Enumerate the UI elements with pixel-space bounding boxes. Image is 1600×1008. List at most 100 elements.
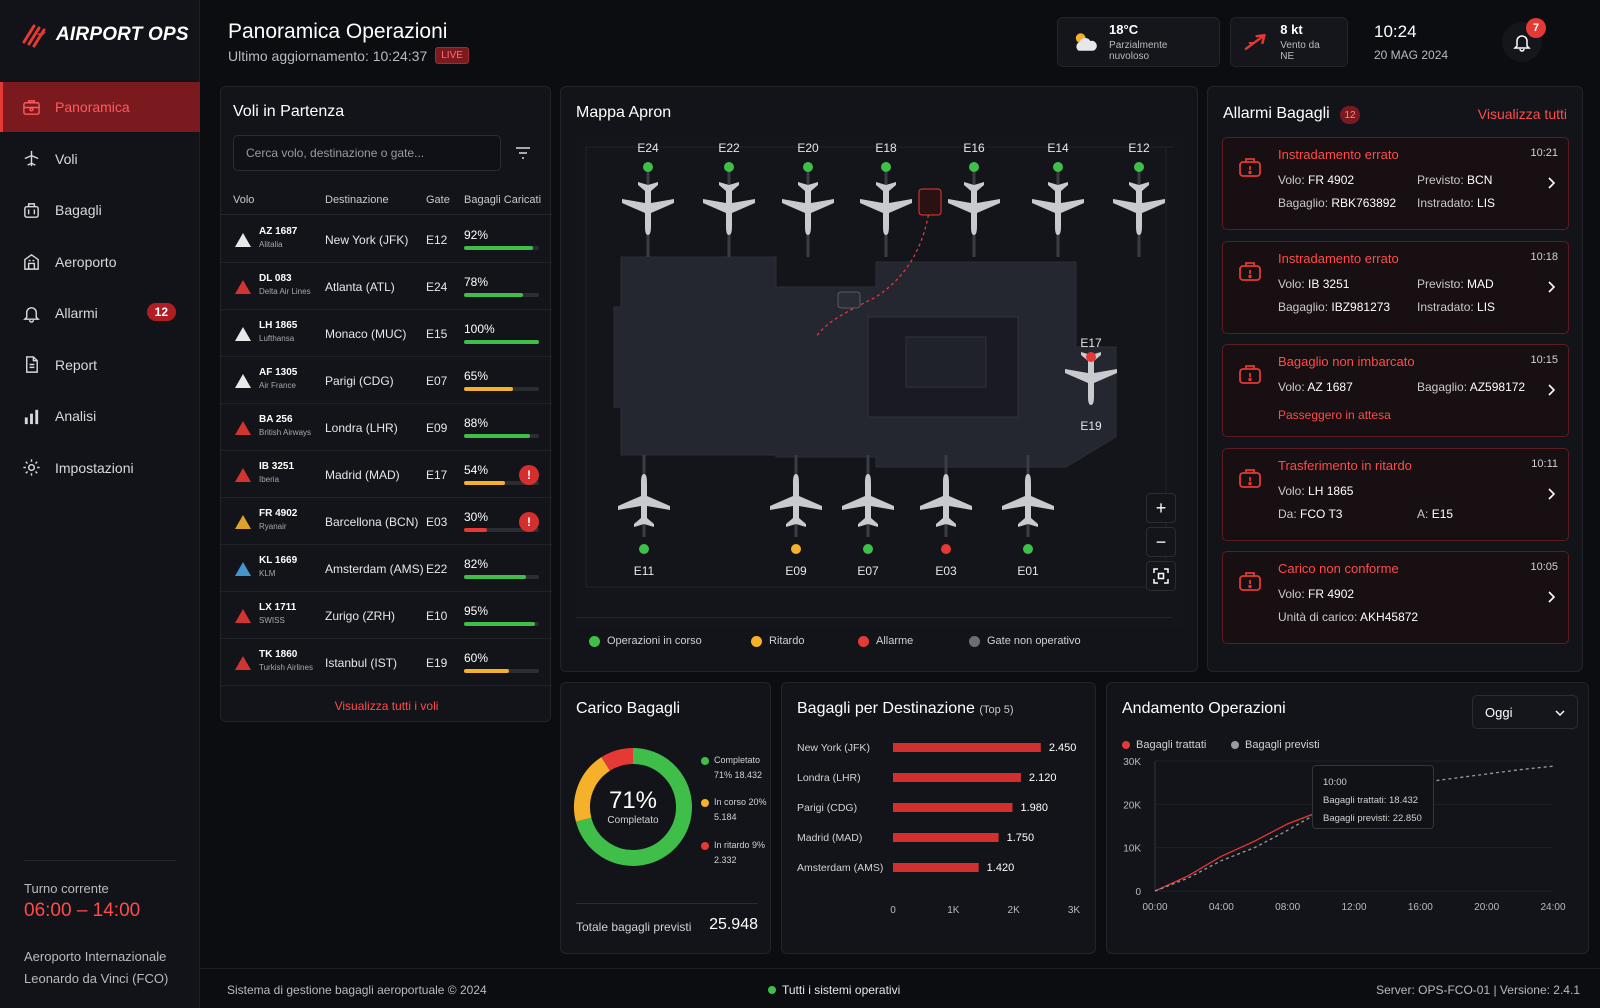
alert-card[interactable]: Instradamento errato 10:21 Volo: FR 4902 Pr…	[1222, 137, 1569, 230]
sidebar-item-analisi[interactable]: Analisi	[0, 391, 200, 441]
table-row[interactable]: LH 1865 Lufthansa Monaco (MUC) E15 100%	[221, 309, 552, 357]
aircraft[interactable]	[948, 182, 1000, 235]
aircraft[interactable]	[770, 474, 822, 527]
aircraft[interactable]	[618, 474, 670, 527]
legend-label: Completato	[714, 755, 761, 765]
zoom-out-button[interactable]: −	[1146, 527, 1176, 557]
alert-time: 10:21	[1530, 147, 1558, 159]
gate-label: E22	[718, 141, 740, 155]
building-icon	[24, 253, 39, 270]
gear-icon	[23, 459, 40, 476]
aircraft[interactable]	[842, 474, 894, 527]
weather-temp: 18°C	[1109, 22, 1139, 37]
flight-search-input[interactable]	[246, 146, 486, 160]
aircraft[interactable]	[1002, 474, 1054, 527]
period-select[interactable]: Oggi	[1472, 695, 1578, 729]
sidebar-item-aeroporto[interactable]: Aeroporto	[0, 237, 200, 287]
chevron-right-icon	[1546, 383, 1556, 397]
legend-detail: 71% 18.432	[714, 770, 763, 780]
sidebar-item-allarmi[interactable]: Allarmi 12	[0, 288, 200, 338]
view-all-alerts-link[interactable]: Visualizza tutti	[1477, 106, 1567, 122]
donut-center-label: Completato	[607, 815, 659, 826]
destination: Atlanta (ATL)	[325, 280, 395, 294]
filter-icon[interactable]	[513, 143, 533, 163]
app-logo[interactable]: AIRPORT OPS	[22, 22, 189, 48]
aircraft[interactable]	[1113, 182, 1165, 235]
alert-field-label: Volo:	[1278, 173, 1305, 187]
col-bags-loaded: Bagagli Caricati	[464, 194, 542, 206]
aircraft[interactable]	[1065, 352, 1117, 405]
baggage-tractor-icon[interactable]	[837, 291, 861, 309]
fit-view-button[interactable]	[1146, 561, 1176, 591]
shift-time: 06:00 – 14:00	[24, 900, 141, 921]
sidebar-item-impostazioni[interactable]: Impostazioni	[0, 443, 200, 493]
view-all-flights-link[interactable]: Visualizza tutti i voli	[334, 699, 439, 713]
alert-card[interactable]: Instradamento errato 10:18 Volo: IB 3251 Pr…	[1222, 240, 1569, 334]
aircraft[interactable]	[860, 182, 912, 235]
table-row[interactable]: TK 1860 Turkish Airlines Istanbul (IST) E19…	[221, 638, 552, 686]
alert-field: Unità di carico: AKH45872	[1278, 610, 1418, 624]
gate-status-dot	[724, 162, 734, 172]
bar-category-label: New York (JFK)	[797, 742, 870, 754]
alert-field: Volo: IB 3251	[1278, 277, 1349, 291]
progress-fill	[464, 528, 487, 532]
legend-operations: Operazioni in corso	[589, 635, 702, 647]
warning-icon[interactable]: !	[519, 465, 539, 485]
aircraft[interactable]	[782, 182, 834, 235]
x-tick-label: 20:00	[1474, 902, 1499, 913]
system-status-text: Tutti i sistemi operativi	[782, 983, 901, 997]
table-row[interactable]: BA 256 British Airways Londra (LHR) E09 88%	[221, 403, 552, 451]
bar	[893, 863, 979, 872]
sidebar-item-bagagli[interactable]: Bagagli	[0, 185, 200, 235]
legend-gate-inactive: Gate non operativo	[969, 635, 1081, 647]
gate-label: E09	[785, 564, 807, 578]
alert-time: 10:11	[1531, 457, 1558, 470]
y-tick-label: 20K	[1123, 800, 1141, 811]
apron-map[interactable]: E24 E22 E20 E18 E16 E14 E12 E11 E09 E07 E03 E01 E17 E…	[576, 137, 1184, 627]
x-tick-label: 2K	[1008, 905, 1021, 916]
luggage-alert-icon	[1237, 361, 1263, 387]
gate-status-dot	[1053, 162, 1063, 172]
alert-title: Carico non conforme	[1278, 561, 1399, 576]
sidebar-item-panoramica[interactable]: Panoramica	[0, 82, 200, 132]
plane-icon	[24, 150, 39, 167]
table-row[interactable]: LX 1711 SWISS Zurigo (ZRH) E10 95%	[221, 591, 552, 639]
table-row[interactable]: DL 083 Delta Air Lines Atlanta (ATL) E24 78%	[221, 262, 552, 310]
aircraft[interactable]	[920, 474, 972, 527]
luggage-alert-icon	[1237, 465, 1263, 491]
aircraft[interactable]	[1032, 182, 1084, 235]
bell-icon	[23, 306, 40, 323]
alert-card[interactable]: Bagaglio non imbarcato 10:15 Volo: AZ 1687…	[1222, 344, 1569, 437]
flight-number: KL 1669	[259, 555, 298, 566]
warning-icon[interactable]: !	[519, 512, 539, 532]
baggage-vehicle-icon[interactable]	[918, 188, 942, 216]
progress-fill	[464, 434, 530, 438]
sidebar-item-voli[interactable]: Voli	[0, 134, 200, 184]
aircraft-shape	[770, 474, 822, 527]
sidebar-item-label: Report	[55, 356, 98, 373]
airline-logo-icon	[233, 372, 253, 390]
legend-completed: Completato 71% 18.432	[714, 753, 762, 783]
alert-card[interactable]: Trasferimento in ritardo 10:11 Volo: LH 18…	[1222, 447, 1569, 541]
table-row[interactable]: AF 1305 Air France Parigi (CDG) E07 65%	[221, 356, 552, 404]
flight-number: LX 1711	[259, 602, 297, 613]
aircraft[interactable]	[703, 182, 755, 235]
zoom-in-button[interactable]: +	[1146, 493, 1176, 523]
live-badge: LIVE	[435, 47, 469, 64]
load-donut-chart	[574, 748, 692, 866]
bar-value-label: 2.450	[1049, 742, 1077, 754]
aircraft[interactable]	[622, 182, 674, 235]
table-row[interactable]: IB 3251 Iberia Madrid (MAD) E17 54%!	[221, 450, 552, 498]
gate: E17	[426, 468, 448, 482]
alert-card[interactable]: Carico non conforme 10:05 Volo: FR 4902 Uni…	[1222, 551, 1569, 644]
col-flight: Volo	[233, 194, 255, 206]
gate: E03	[426, 515, 448, 529]
alert-field: Bagaglio: AZ598172	[1417, 380, 1525, 394]
legend-label: Bagagli previsti	[1245, 739, 1320, 751]
table-row[interactable]: AZ 1687 Alitalia New York (JFK) E12 92%	[221, 215, 552, 263]
x-tick-label: 16:00	[1408, 902, 1433, 913]
sidebar-item-report[interactable]: Report	[0, 340, 200, 390]
table-row[interactable]: KL 1669 KLM Amsterdam (AMS) E22 82%	[221, 544, 552, 592]
table-row[interactable]: FR 4902 Ryanair Barcellona (BCN) E03 30%!	[221, 497, 552, 545]
baggage-route	[815, 196, 932, 338]
